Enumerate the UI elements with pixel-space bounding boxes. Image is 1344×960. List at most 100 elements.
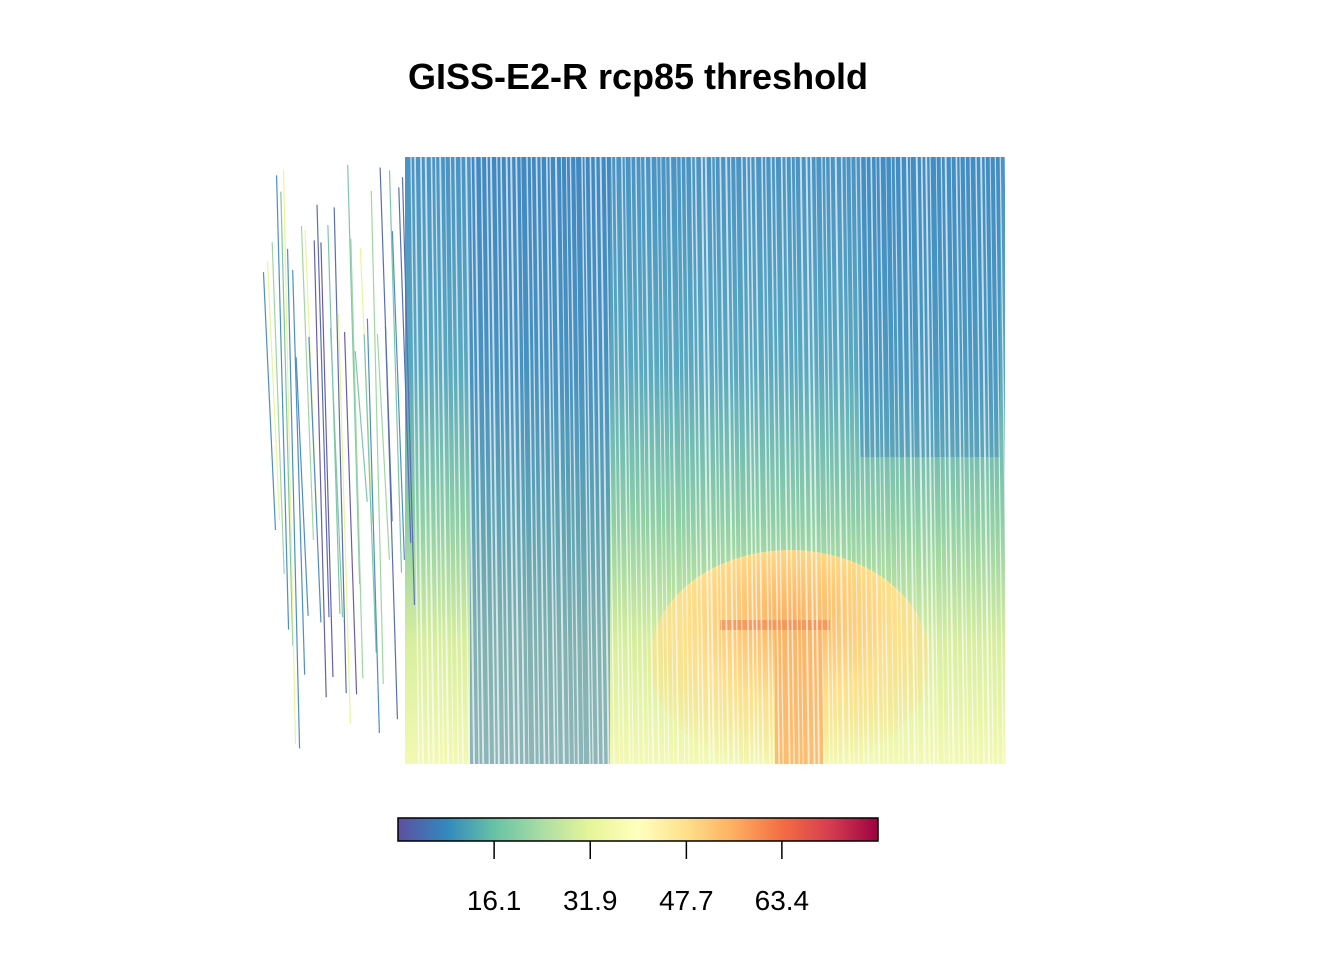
raster-gap-line (656, 156, 666, 765)
raster-gap-line (474, 156, 485, 765)
raster-gap-line (761, 156, 771, 765)
raster-gap-line (599, 156, 610, 765)
raster-gap-line (799, 156, 810, 765)
raster-gap-line (980, 156, 991, 765)
raster-gap-line (454, 156, 464, 765)
raster-gap-line (749, 156, 760, 765)
raster-gap-line (515, 156, 526, 765)
raster-gap-line (944, 156, 955, 765)
raster-gap-line (855, 156, 865, 765)
raster-gap-line (925, 156, 936, 765)
raster-gap-line (829, 156, 839, 765)
raster-gap-line (669, 156, 680, 765)
raster-gap-line (770, 156, 780, 765)
raster-gap-line (444, 156, 454, 765)
raster-gap-line (460, 156, 470, 765)
raster-gap-line (575, 156, 585, 765)
raster-gap-line (875, 156, 885, 765)
raster-gap-line (549, 156, 559, 765)
raster-gap-line (489, 156, 500, 765)
raster-gap-line (794, 156, 804, 765)
raster-gap-line (465, 156, 476, 765)
raster-gap-line (694, 156, 705, 765)
raster-gap-line (676, 156, 686, 765)
raster-gap-line (765, 156, 775, 765)
raster-gap-line (414, 156, 424, 765)
raster-gap-line (815, 156, 825, 765)
raster-gap-line (890, 156, 900, 765)
raster-sparse-strip (266, 261, 281, 521)
raster-sparse-strip (376, 333, 390, 560)
raster-sparse-strip (275, 175, 290, 630)
raster-sparse-strip (391, 231, 405, 560)
raster-gap-line (714, 156, 724, 765)
raster-gap-line (624, 156, 634, 765)
raster-gap-line (644, 156, 654, 765)
raster-sparse-strip (354, 351, 368, 502)
raster-gap-line (821, 156, 831, 765)
raster-gap-line (741, 156, 751, 765)
raster-gap-line (704, 156, 715, 765)
raster-gap-line (780, 156, 791, 765)
raster-gap-line (909, 156, 919, 765)
raster-sparse-strip (329, 327, 344, 618)
raster-sparse-strip (401, 177, 416, 605)
raster-gap-line (505, 156, 516, 765)
raster-sparse-strip (300, 226, 315, 540)
page-title: GISS-E2-R rcp85 threshold (407, 56, 869, 97)
raster-sparse-strip (347, 164, 361, 585)
raster-gap-line (530, 156, 540, 765)
raster-gap-line (870, 156, 880, 765)
raster-sparse-strip (366, 318, 380, 734)
raster-gap-line (584, 156, 594, 765)
raster-gap-line (500, 156, 510, 765)
raster-sparse-strip (350, 238, 364, 679)
raster-gap-line (805, 156, 816, 765)
raster-gap-line (410, 156, 420, 765)
raster-gap-line (650, 156, 660, 765)
raster-gap-line (424, 156, 435, 765)
raster-gap-line (915, 156, 926, 765)
raster-gap-line (710, 156, 721, 765)
raster-gap-line (621, 156, 631, 765)
raster-gap-line (545, 156, 556, 765)
raster-gap-line (540, 156, 550, 765)
raster-sparse-strip (320, 242, 334, 678)
raster-gap-line (665, 156, 675, 765)
colorbar-ticks: 16.1 31.9 47.7 63.4 (467, 841, 809, 916)
raster-gap-line (565, 156, 575, 765)
raster-gap-line (845, 156, 855, 765)
raster-gap-line (635, 156, 645, 765)
raster-gap-line (605, 156, 615, 765)
colorbar-tick-label-1: 31.9 (563, 885, 618, 916)
raster-gap-line (969, 156, 979, 765)
raster-gap-line (865, 156, 875, 765)
raster-gap-line (480, 156, 491, 765)
raster-sparse-strip (316, 204, 330, 618)
raster-sparse-strip (286, 248, 301, 749)
raster-gap-line (535, 156, 546, 765)
raster-sparse-strip (313, 240, 327, 698)
raster-gap-line (774, 156, 784, 765)
raster-gap-line (526, 156, 536, 765)
raster-gap-line (569, 156, 580, 765)
raster-sparse-strip (388, 170, 403, 573)
raster-sparse-strip (384, 326, 399, 720)
raster-sparse-strip (271, 242, 285, 574)
raster-gap-line (994, 156, 1004, 765)
raster-gap-line (510, 156, 521, 765)
map-raster (262, 156, 1014, 770)
raster-gap-line (840, 156, 851, 765)
colorbar-tick-label-2: 47.7 (659, 885, 714, 916)
raster-gap-line (725, 156, 736, 765)
raster-gap-line (589, 156, 600, 765)
raster-hot-edge (720, 620, 830, 630)
raster-sparse-strip (370, 190, 384, 684)
raster-gap-line (486, 156, 496, 765)
raster-gap-lines (410, 156, 1014, 765)
raster-gap-line (824, 156, 835, 765)
raster-gap-line (554, 156, 565, 765)
raster-gap-line (680, 156, 690, 765)
raster-gap-line (940, 156, 950, 765)
